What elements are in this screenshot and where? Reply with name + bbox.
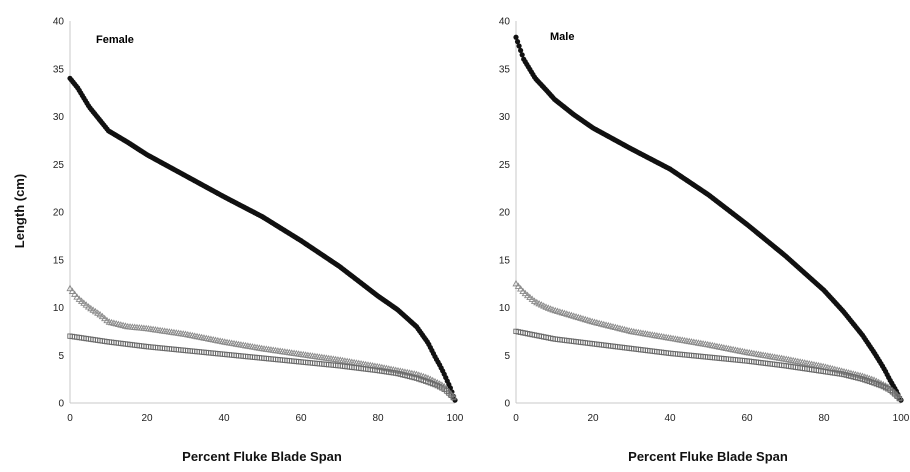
x-tick-label-male-80: 80 [818, 413, 830, 424]
data-point-female-open-triangle [96, 310, 104, 318]
data-point-male-open-triangle [519, 287, 527, 295]
data-point-male-open-triangle [517, 285, 525, 292]
x-tick-label-male-20: 20 [587, 413, 599, 424]
data-point-male-filled-circle [514, 39, 521, 45]
data-point-male-filled-circle [518, 47, 524, 54]
x-tick-label-male-100: 100 [893, 413, 910, 424]
y-tick-label-female-10: 10 [53, 303, 65, 314]
data-point-male-open-triangle [895, 393, 904, 401]
x-tick-label-female-60: 60 [295, 413, 307, 424]
data-point-male-open-triangle [514, 282, 522, 289]
data-point-female-open-triangle [98, 312, 106, 320]
x-tick-label-male-60: 60 [741, 413, 753, 424]
y-tick-label-female-0: 0 [58, 399, 64, 410]
series-female-filled-circle [67, 75, 458, 403]
data-point-male-filled-circle [516, 43, 522, 49]
x-tick-label-male-0: 0 [513, 413, 519, 424]
series-male-open-square [513, 328, 903, 402]
x-tick-label-male-40: 40 [664, 413, 676, 424]
data-point-female-open-triangle [101, 314, 109, 322]
data-point-female-open-triangle [80, 299, 88, 306]
data-point-male-open-square [896, 395, 903, 402]
y-tick-label-male-10: 10 [499, 303, 511, 314]
chart-panel-male: 0 5 10 15 20 25 30 35 40 0 20 40 60 80 100 [499, 17, 910, 425]
y-tick-label-female-30: 30 [53, 112, 65, 123]
y-tick-label-male-30: 30 [499, 112, 511, 123]
y-tick-label-male-5: 5 [504, 351, 510, 362]
data-point-female-open-triangle [73, 293, 81, 300]
data-point-male-open-triangle [523, 291, 532, 299]
data-point-female-open-square [450, 395, 457, 401]
series-female-open-triangle [66, 284, 458, 400]
y-tick-label-female-35: 35 [53, 64, 65, 75]
panel-title-female: Female [96, 34, 134, 46]
chart-panel-female: 0 5 10 15 20 25 30 35 40 0 20 40 60 80 100 [53, 17, 464, 425]
data-point-female-open-triangle [75, 295, 83, 302]
data-point-male-open-triangle [528, 295, 536, 302]
y-axis-title: Length (cm) [12, 174, 27, 248]
panel-title-male: Male [550, 31, 574, 43]
data-point-female-open-triangle [82, 301, 90, 308]
y-tick-label-female-15: 15 [53, 255, 65, 266]
x-tick-label-female-20: 20 [141, 413, 153, 424]
data-point-female-open-triangle [449, 392, 458, 400]
data-point-female-open-triangle [68, 287, 76, 294]
data-point-male-open-triangle [512, 279, 520, 287]
data-point-male-filled-circle [513, 34, 519, 40]
data-point-male-open-triangle [526, 293, 534, 301]
data-point-male-open-triangle [521, 289, 529, 297]
series-male-open-triangle [512, 279, 904, 401]
series-female-open-square [67, 333, 457, 401]
y-tick-label-female-40: 40 [53, 17, 65, 28]
x-axis-title-female: Percent Fluke Blade Span [182, 449, 342, 464]
y-tick-label-female-25: 25 [53, 160, 65, 171]
y-tick-label-male-20: 20 [499, 208, 511, 219]
x-axis-title-male: Percent Fluke Blade Span [628, 449, 788, 464]
y-tick-label-male-0: 0 [504, 399, 510, 410]
y-tick-label-female-5: 5 [58, 351, 64, 362]
y-tick-label-male-35: 35 [499, 64, 511, 75]
x-tick-label-female-100: 100 [447, 413, 464, 424]
data-point-female-open-triangle [71, 290, 79, 297]
series-male-filled-circle [513, 34, 904, 403]
data-point-female-open-triangle [77, 297, 86, 304]
x-tick-label-female-0: 0 [67, 413, 73, 424]
x-tick-label-female-80: 80 [372, 413, 384, 424]
y-tick-label-male-15: 15 [499, 255, 511, 266]
y-tick-label-male-40: 40 [499, 17, 511, 28]
x-tick-label-female-40: 40 [218, 413, 230, 424]
data-point-female-open-triangle [66, 284, 74, 292]
y-tick-label-female-20: 20 [53, 208, 65, 219]
y-tick-label-male-25: 25 [499, 160, 511, 171]
data-point-male-filled-circle [519, 52, 525, 58]
